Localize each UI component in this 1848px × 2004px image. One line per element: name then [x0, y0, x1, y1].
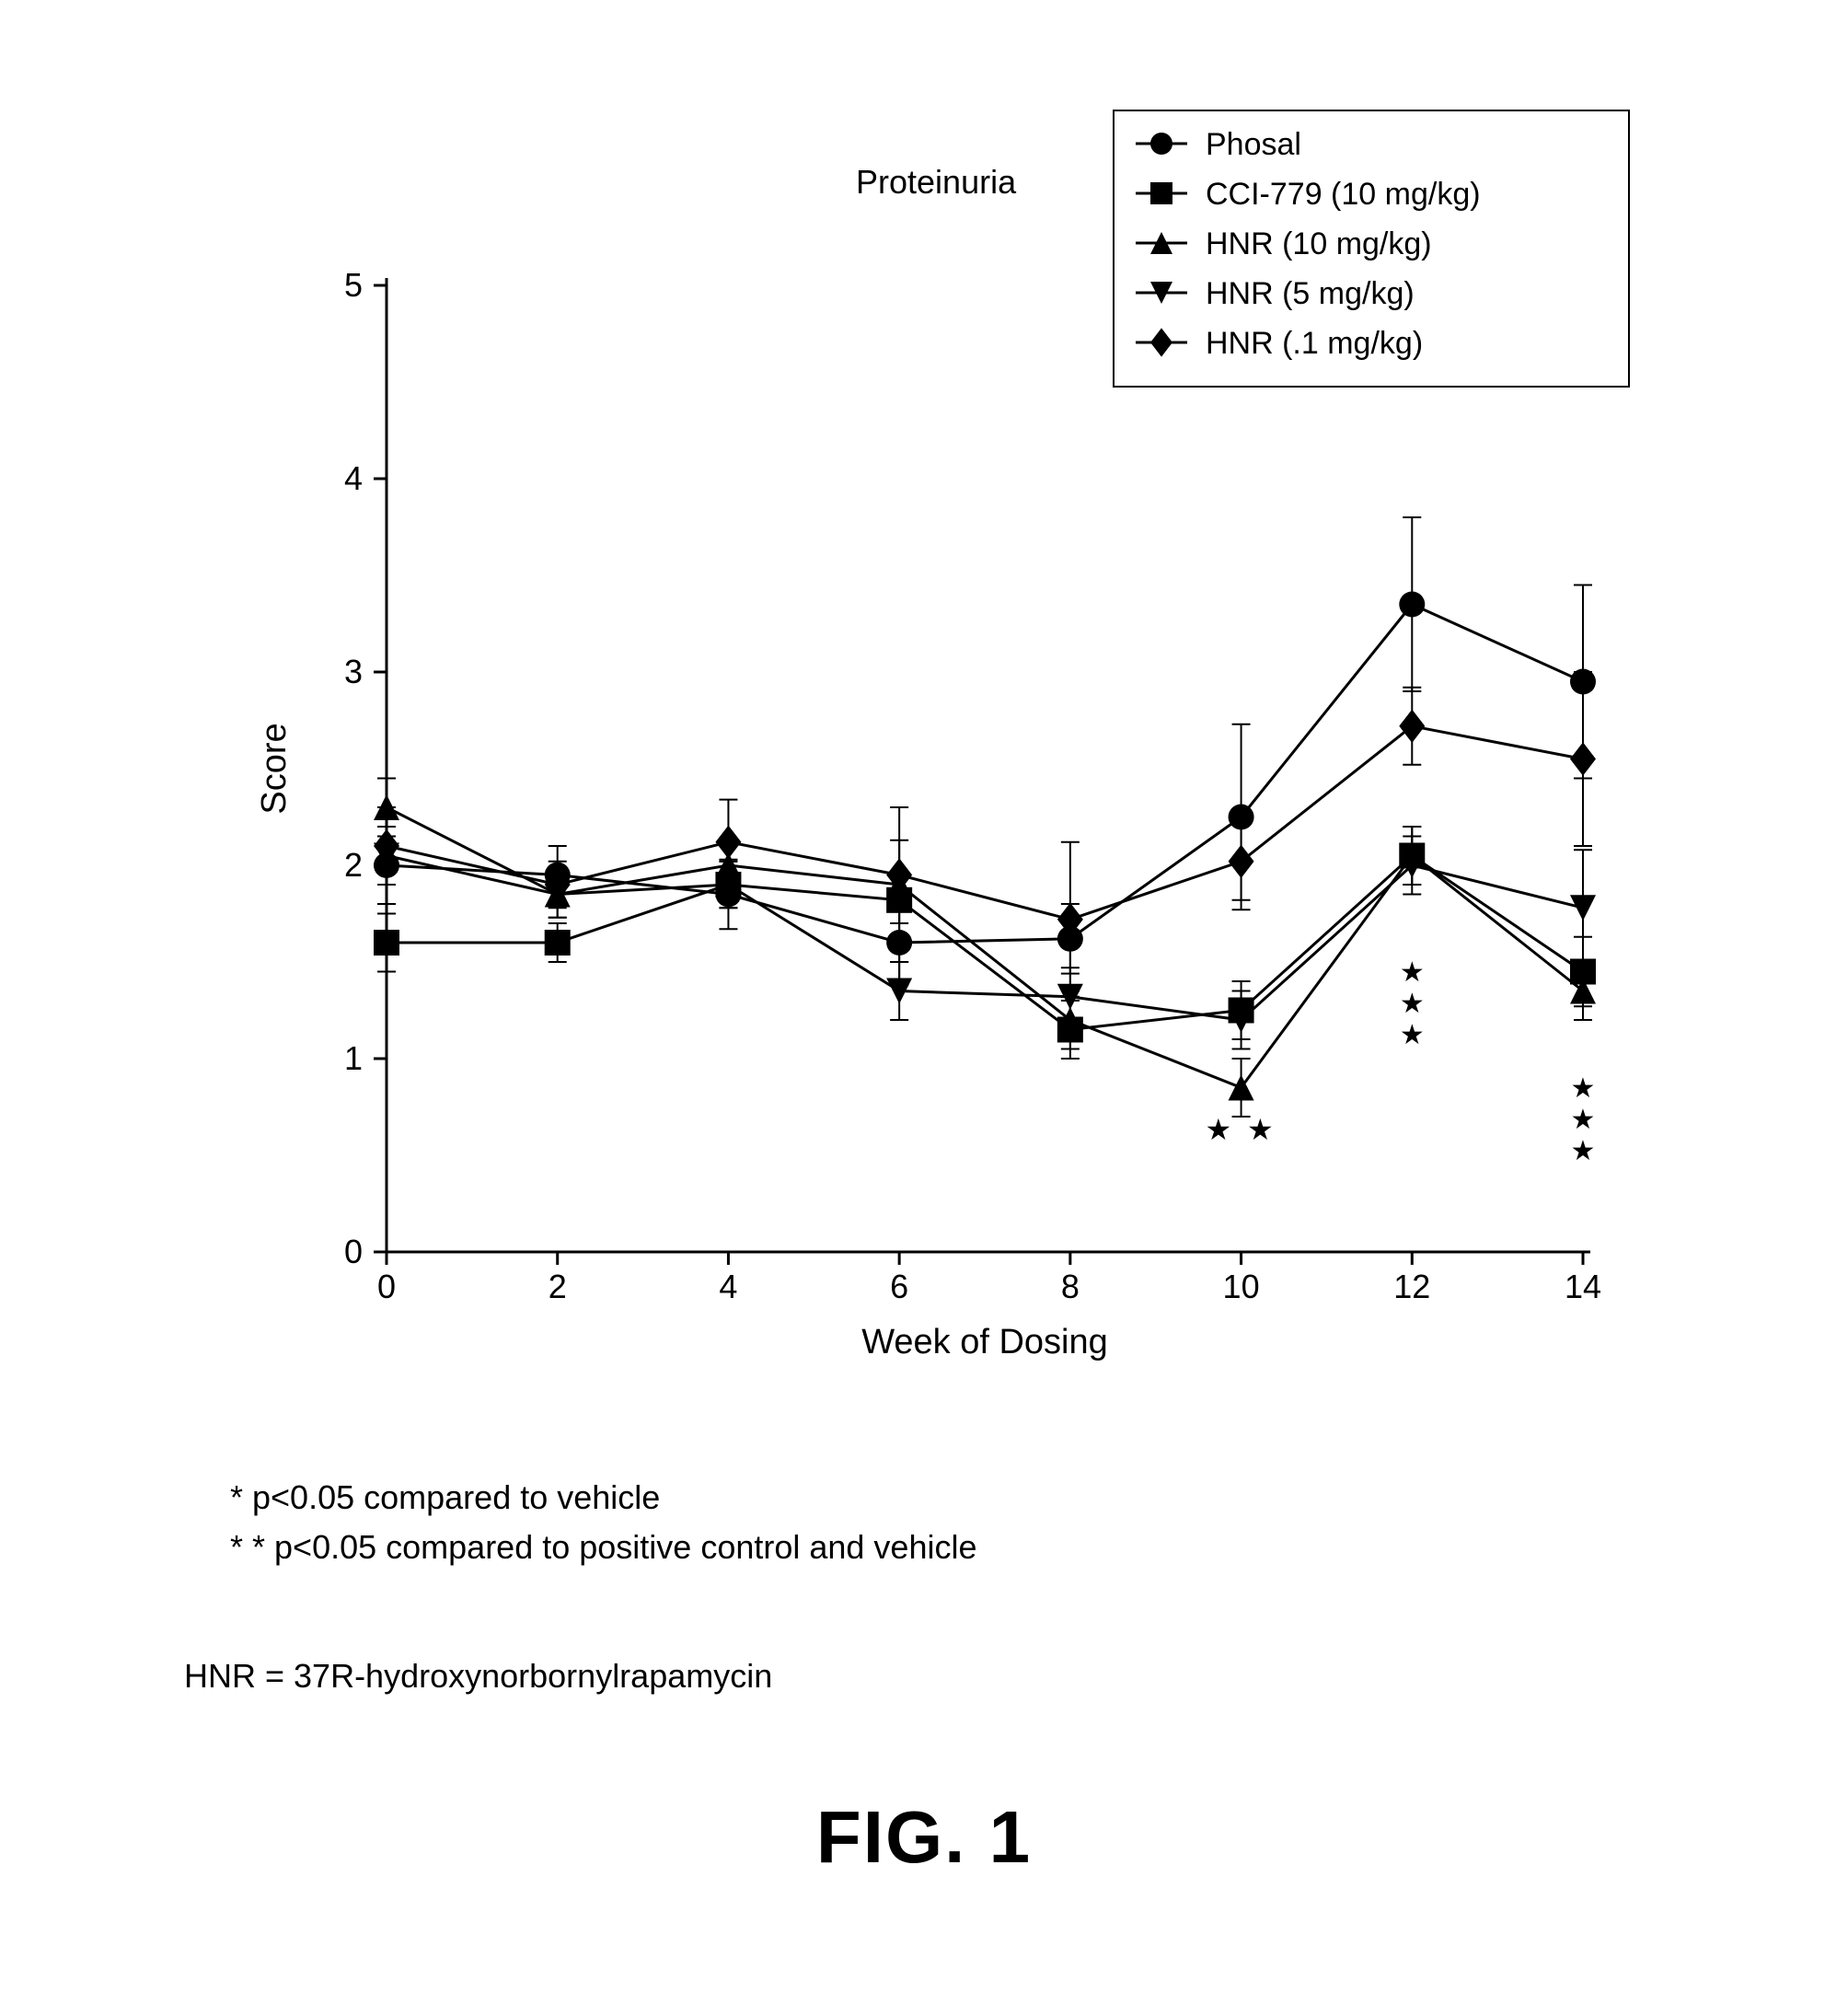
- svg-text:CCI-779 (10 mg/kg): CCI-779 (10 mg/kg): [1206, 177, 1481, 212]
- svg-text:★: ★: [1571, 1136, 1596, 1166]
- svg-text:3: 3: [344, 653, 363, 690]
- svg-text:★: ★: [1400, 957, 1425, 988]
- svg-text:2: 2: [549, 1268, 567, 1305]
- hnr-definition: HNR = 37R-hydroxynorbornylrapamycin: [184, 1657, 772, 1696]
- svg-text:4: 4: [719, 1268, 737, 1305]
- svg-text:★: ★: [1400, 989, 1425, 1019]
- footnote-2: * * p<0.05 compared to positive control …: [230, 1523, 977, 1572]
- svg-text:8: 8: [1061, 1268, 1080, 1305]
- footnote-1: * p<0.05 compared to vehicle: [230, 1473, 977, 1523]
- svg-text:HNR (.1 mg/kg): HNR (.1 mg/kg): [1206, 326, 1423, 361]
- svg-text:5: 5: [344, 266, 363, 304]
- page: Proteinuria01234502468101214Week of Dosi…: [0, 0, 1848, 2004]
- svg-text:Week of Dosing: Week of Dosing: [861, 1323, 1108, 1361]
- svg-text:★: ★: [1400, 1020, 1425, 1050]
- svg-text:6: 6: [890, 1268, 908, 1305]
- figure-label: FIG. 1: [0, 1795, 1848, 1880]
- svg-text:12: 12: [1393, 1268, 1430, 1305]
- svg-text:★ ★: ★ ★: [1205, 1113, 1276, 1146]
- svg-text:★: ★: [1571, 1105, 1596, 1135]
- proteinuria-chart: Proteinuria01234502468101214Week of Dosi…: [166, 92, 1675, 1381]
- svg-text:Score: Score: [255, 723, 294, 814]
- footnotes: * p<0.05 compared to vehicle * * p<0.05 …: [230, 1473, 977, 1572]
- svg-text:4: 4: [344, 459, 363, 497]
- svg-text:HNR (10 mg/kg): HNR (10 mg/kg): [1206, 226, 1432, 261]
- svg-text:0: 0: [377, 1268, 396, 1305]
- svg-text:0: 0: [344, 1233, 363, 1270]
- svg-text:1: 1: [344, 1039, 363, 1077]
- svg-text:★: ★: [1571, 1073, 1596, 1104]
- svg-text:10: 10: [1223, 1268, 1260, 1305]
- chart-svg: Proteinuria01234502468101214Week of Dosi…: [166, 92, 1675, 1381]
- svg-text:HNR (5 mg/kg): HNR (5 mg/kg): [1206, 276, 1415, 311]
- svg-text:2: 2: [344, 846, 363, 884]
- svg-text:Proteinuria: Proteinuria: [856, 163, 1017, 201]
- svg-text:14: 14: [1565, 1268, 1601, 1305]
- svg-text:Phosal: Phosal: [1206, 127, 1301, 162]
